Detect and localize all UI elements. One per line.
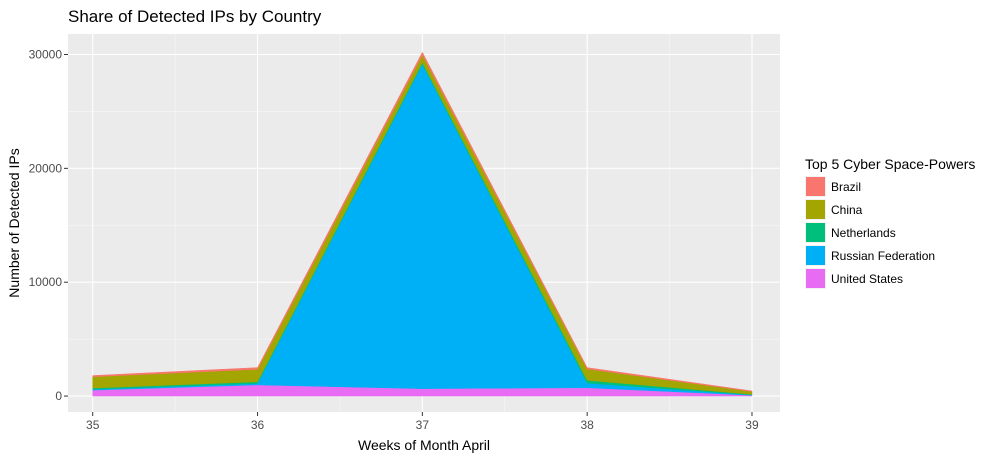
legend-title: Top 5 Cyber Space-Powers [805, 156, 975, 172]
y-tick-label: 10000 [29, 275, 63, 289]
legend-label-brazil: Brazil [831, 180, 861, 194]
legend-label-russian-federation: Russian Federation [831, 249, 935, 263]
area-brazil [92, 51, 753, 392]
x-tick-label: 35 [86, 418, 100, 432]
legend-label-united-states: United States [831, 272, 903, 286]
x-axis-title: Weeks of Month April [358, 437, 490, 453]
y-tick-label: 30000 [29, 47, 63, 61]
legend-swatch-china [806, 200, 825, 219]
y-axis: 0 10000 20000 30000 [29, 47, 68, 403]
legend-label-china: China [831, 203, 863, 217]
y-axis-title: Number of Detected IPs [6, 148, 22, 297]
legend: Top 5 Cyber Space-Powers Brazil China Neth… [805, 156, 975, 289]
x-tick-label: 39 [745, 418, 759, 432]
x-axis: 35 36 37 38 39 [86, 412, 759, 432]
x-tick-label: 38 [580, 418, 594, 432]
area-layers [92, 51, 753, 397]
legend-swatch-united-states [806, 269, 825, 288]
legend-swatch-netherlands [806, 223, 825, 242]
legend-swatch-brazil [806, 177, 825, 196]
x-tick-label: 37 [416, 418, 430, 432]
y-tick-label: 0 [55, 389, 62, 403]
y-tick-label: 20000 [29, 161, 63, 175]
legend-label-netherlands: Netherlands [831, 226, 896, 240]
x-tick-label: 36 [251, 418, 265, 432]
chart-title: Share of Detected IPs by Country [68, 7, 322, 26]
legend-swatch-russian-federation [806, 246, 825, 265]
